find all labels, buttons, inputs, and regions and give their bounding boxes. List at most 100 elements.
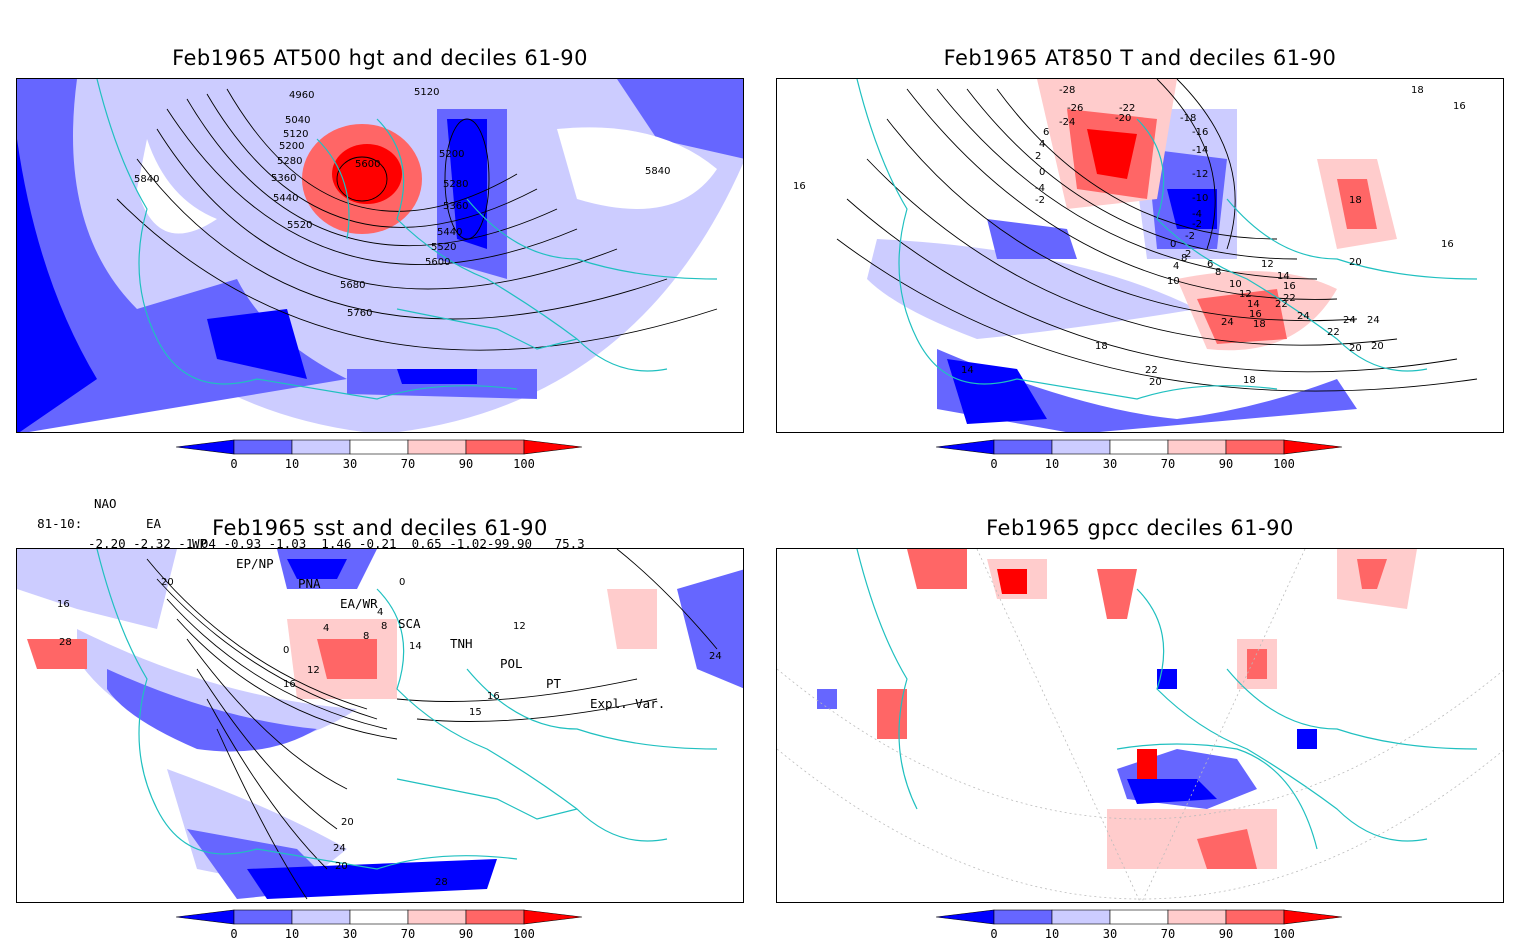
t850-label: 22 bbox=[1275, 299, 1288, 310]
t850-label: 16 bbox=[793, 181, 806, 192]
colorbar-tick: 30 bbox=[343, 457, 357, 471]
panel-title-t850: Feb1965 AT850 T and deciles 61-90 bbox=[943, 46, 1337, 70]
t850-label: 16 bbox=[1249, 309, 1262, 320]
sst-label: 20 bbox=[341, 817, 354, 828]
t850-label: 24 bbox=[1367, 315, 1380, 326]
colorbar-tick: 90 bbox=[1219, 457, 1233, 471]
t850-label: 2 bbox=[1035, 151, 1041, 162]
sst-label: 12 bbox=[307, 665, 320, 676]
t850-label: 24 bbox=[1297, 311, 1310, 322]
colorbar-segment bbox=[349, 909, 409, 925]
sst-label: 8 bbox=[381, 621, 387, 632]
sst-label: 20 bbox=[335, 861, 348, 872]
t850-label: 18 bbox=[1349, 195, 1362, 206]
t850-label: 6 bbox=[1207, 259, 1213, 270]
hgt-contour-labels: 4960 5040 5120 5200 5280 5360 5440 5520 … bbox=[134, 87, 670, 319]
t850-label: -14 bbox=[1192, 145, 1208, 156]
colorbar-tick: 0 bbox=[990, 927, 997, 941]
sst-label: 16 bbox=[487, 691, 500, 702]
hgt-label: 5760 bbox=[347, 308, 372, 319]
t850-label: 20 bbox=[1149, 377, 1162, 388]
t850-label: 22 bbox=[1283, 293, 1296, 304]
stat-header: SCA bbox=[398, 616, 421, 631]
period-label: 81-10: bbox=[37, 516, 83, 531]
colorbar-tick: 100 bbox=[513, 457, 535, 471]
panel-title-gpcc: Feb1965 gpcc deciles 61-90 bbox=[986, 516, 1294, 540]
t850-label: -4 bbox=[1192, 209, 1202, 220]
t850-label: 16 bbox=[1453, 101, 1466, 112]
colorbar-segment bbox=[1109, 439, 1169, 455]
t850-label: 0 bbox=[1170, 239, 1176, 250]
t850-label: 20 bbox=[1349, 257, 1362, 268]
sst-contour-labels: 0 4 8 12 16 20 24 28 16 15 14 20 0 4 8 1… bbox=[57, 577, 722, 888]
colorbar-tick: 100 bbox=[1273, 927, 1295, 941]
t850-label: 18 bbox=[1243, 375, 1256, 386]
colorbar-tick: 90 bbox=[459, 927, 473, 941]
colorbar-segment bbox=[349, 439, 409, 455]
teleconnection-values-row: 81-10: -2.20 -2.32 -1.04 -0.93 -1.03 1.4… bbox=[22, 494, 585, 554]
stat-header: Expl. Var. bbox=[590, 696, 666, 711]
t850-label: -18 bbox=[1180, 113, 1196, 124]
hgt-label: 5520 bbox=[431, 242, 456, 253]
colorbar-tick: 10 bbox=[285, 457, 299, 471]
stat-header: EA bbox=[146, 516, 162, 531]
hgt-label: 5440 bbox=[273, 193, 298, 204]
colorbar-segment bbox=[291, 909, 351, 925]
colorbar-tick: 100 bbox=[513, 927, 535, 941]
colorbar-segment bbox=[176, 909, 235, 925]
colorbar-segment bbox=[936, 439, 995, 455]
sst-label: 24 bbox=[709, 651, 722, 662]
colorbar-segment bbox=[465, 909, 525, 925]
sst-label: 8 bbox=[363, 631, 369, 642]
t850-label: 12 bbox=[1261, 259, 1274, 270]
colorbar-tick: 10 bbox=[285, 927, 299, 941]
t850-label: 22 bbox=[1327, 327, 1340, 338]
stat-header: WP bbox=[192, 536, 208, 551]
colorbar-tick: 30 bbox=[1103, 457, 1117, 471]
sst-label: 0 bbox=[283, 645, 289, 656]
t850-label: 10 bbox=[1167, 276, 1180, 287]
hgt-label: 5040 bbox=[285, 115, 310, 126]
t850-label: 24 bbox=[1343, 315, 1356, 326]
t850-label: -20 bbox=[1115, 113, 1131, 124]
colorbar-segment bbox=[1225, 439, 1285, 455]
stat-header: EA/WR bbox=[340, 596, 378, 611]
colorbar-3: 0 10 30 70 90 100 bbox=[176, 909, 583, 941]
t850-label: 14 bbox=[961, 365, 974, 376]
colorbar-segment bbox=[936, 909, 995, 925]
hgt-label: 5280 bbox=[277, 156, 302, 167]
hgt-label: 5200 bbox=[279, 141, 304, 152]
colorbar-segment bbox=[1051, 439, 1111, 455]
map-t850: -28 -26 -24 -22 -20 -18 -16 -14 -12 -10 … bbox=[777, 79, 1503, 432]
hgt-label: 5600 bbox=[355, 159, 380, 170]
t850-label: 14 bbox=[1247, 299, 1260, 310]
colorbar-4: 0 10 30 70 90 100 bbox=[936, 909, 1343, 941]
sst-label: 28 bbox=[59, 637, 72, 648]
t850-contour-labels: -28 -26 -24 -22 -20 -18 -16 -14 -12 -10 … bbox=[793, 85, 1466, 388]
colorbar-segment bbox=[1283, 439, 1343, 455]
t850-label: -2 bbox=[1035, 195, 1045, 206]
hgt-label: 5840 bbox=[645, 166, 670, 177]
colorbar-tick: 90 bbox=[1219, 927, 1233, 941]
colorbar-segment bbox=[1167, 909, 1227, 925]
map-sst: 0 4 8 12 16 20 24 28 16 15 14 20 0 4 8 1… bbox=[17, 549, 743, 902]
colorbar-segment bbox=[523, 439, 583, 455]
colorbar-segment bbox=[993, 439, 1053, 455]
hgt-label: 5440 bbox=[437, 227, 462, 238]
colorbar-tick: 70 bbox=[401, 457, 415, 471]
sst-label: 12 bbox=[513, 621, 526, 632]
t850-label: 14 bbox=[1277, 271, 1290, 282]
panel-title-sst: Feb1965 sst and deciles 61-90 bbox=[212, 516, 548, 540]
sst-label: 4 bbox=[323, 623, 329, 634]
hgt-label: 5120 bbox=[414, 87, 439, 98]
stat-header: TNH bbox=[450, 636, 473, 651]
colorbar-tick: 10 bbox=[1045, 927, 1059, 941]
sst-label: 0 bbox=[399, 577, 405, 588]
colorbar-tick: 100 bbox=[1273, 457, 1295, 471]
teleconnection-headers: NAO EA WP EP/NP PNA EA/WR SCA TNH POL PT… bbox=[94, 474, 665, 714]
t850-label: -12 bbox=[1192, 169, 1208, 180]
hgt-label: 5360 bbox=[271, 173, 296, 184]
stat-header: PT bbox=[546, 676, 562, 691]
t850-label: 6 bbox=[1043, 127, 1049, 138]
t850-label: -2 bbox=[1192, 219, 1202, 230]
